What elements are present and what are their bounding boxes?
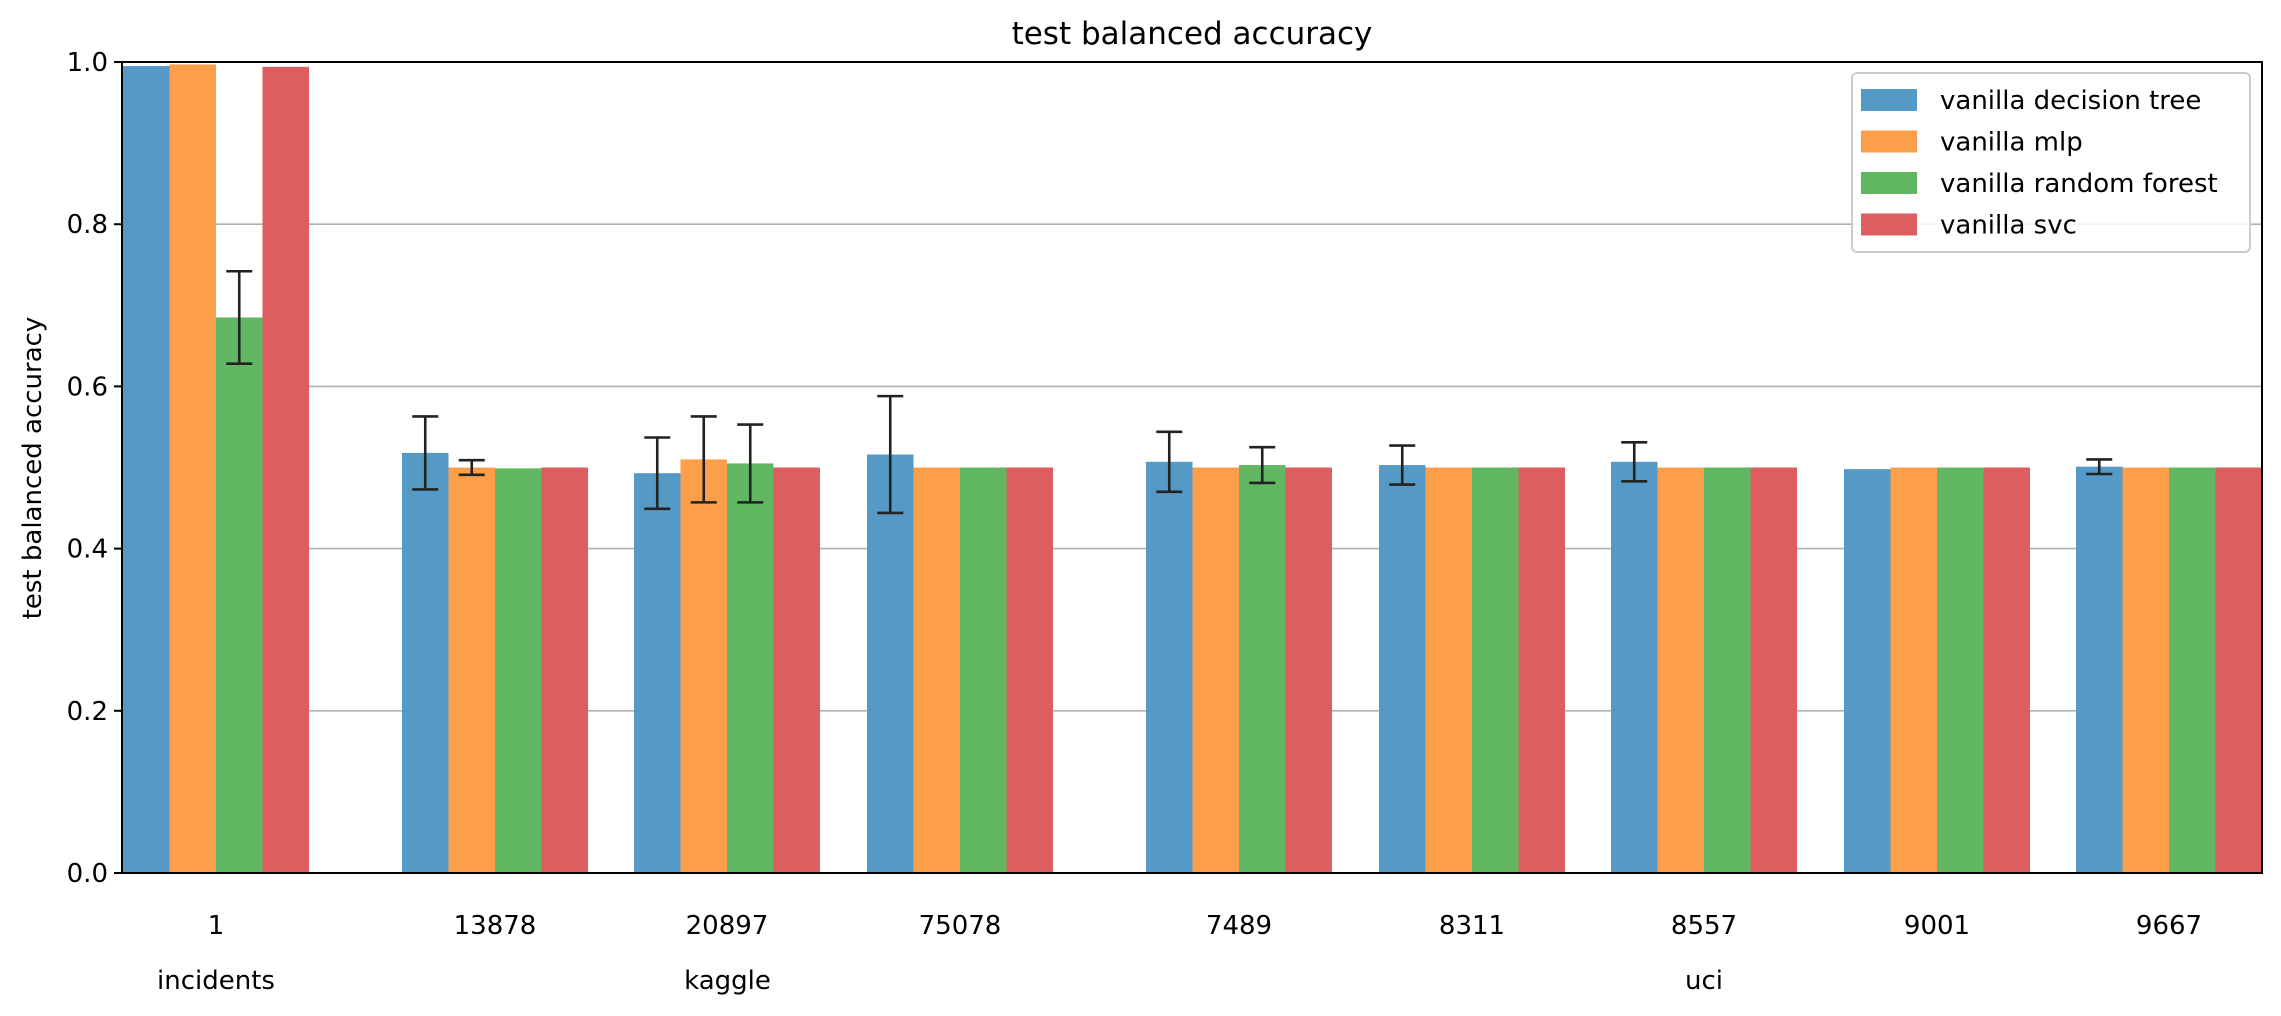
bar bbox=[1425, 467, 1472, 873]
legend-label: vanilla decision tree bbox=[1940, 86, 2201, 116]
bar bbox=[2215, 467, 2262, 873]
y-axis-label: test balanced accuracy bbox=[18, 317, 48, 620]
bar bbox=[2169, 467, 2216, 873]
bar bbox=[1890, 467, 1937, 873]
bar bbox=[1983, 467, 2030, 873]
bar bbox=[262, 66, 309, 874]
bar bbox=[1379, 465, 1426, 873]
bar bbox=[1750, 467, 1797, 873]
legend: vanilla decision tree vanilla mlp vanilla … bbox=[1851, 72, 2251, 253]
bar bbox=[727, 463, 774, 873]
x-tick-label: 9001 bbox=[1904, 911, 1970, 941]
bar bbox=[1472, 467, 1519, 873]
bar bbox=[169, 64, 216, 874]
bar bbox=[1285, 467, 1332, 873]
legend-swatch bbox=[1861, 130, 1917, 153]
y-tick-label: 0.2 bbox=[67, 697, 108, 727]
x-group-label: incidents bbox=[157, 966, 275, 996]
bar bbox=[1518, 467, 1565, 873]
x-tick-label: 75078 bbox=[919, 911, 1002, 941]
x-tick-label: 1 bbox=[208, 911, 225, 941]
x-tick-label: 8311 bbox=[1439, 911, 1505, 941]
plot-frame bbox=[121, 61, 2263, 874]
bar bbox=[1006, 467, 1053, 873]
error-bars bbox=[226, 269, 2113, 515]
bar bbox=[634, 473, 681, 873]
y-ticks: 0.0 0.2 0.4 0.6 0.8 1.0 bbox=[67, 48, 122, 889]
y-tick-label: 0.6 bbox=[67, 372, 108, 402]
y-tick-label: 0.4 bbox=[67, 535, 108, 565]
x-tick-label: 20897 bbox=[686, 911, 769, 941]
x-tick-label: 8557 bbox=[1671, 911, 1737, 941]
y-tick-label: 0.8 bbox=[67, 210, 108, 240]
x-tick-label: 7489 bbox=[1206, 911, 1272, 941]
bar bbox=[1146, 461, 1193, 873]
bar bbox=[1611, 461, 1658, 873]
legend-label: vanilla mlp bbox=[1940, 128, 2083, 158]
x-group-labels: incidents kaggle uci bbox=[157, 966, 1723, 996]
bar bbox=[1192, 467, 1239, 873]
bar bbox=[495, 468, 542, 873]
bar bbox=[541, 467, 588, 873]
x-group-label: kaggle bbox=[684, 966, 771, 996]
bar bbox=[216, 317, 263, 874]
bar bbox=[913, 467, 960, 873]
legend-label: vanilla random forest bbox=[1940, 169, 2218, 199]
legend-swatch bbox=[1861, 172, 1917, 194]
bar bbox=[680, 459, 727, 873]
bar bbox=[1657, 467, 1704, 873]
legend-swatch bbox=[1861, 213, 1917, 236]
bar bbox=[402, 452, 449, 873]
bar bbox=[1844, 469, 1891, 873]
x-tick-label: 13878 bbox=[454, 911, 537, 941]
bar bbox=[2122, 467, 2169, 873]
bar bbox=[960, 467, 1007, 873]
bar bbox=[773, 467, 820, 873]
legend-box bbox=[1851, 72, 2251, 253]
bar bbox=[1239, 465, 1286, 873]
bar bbox=[867, 454, 914, 873]
legend-label: vanilla svc bbox=[1940, 211, 2077, 241]
bar bbox=[123, 66, 170, 874]
y-tick-label: 0.0 bbox=[67, 859, 108, 889]
bar bbox=[1704, 467, 1751, 873]
bars bbox=[123, 64, 2262, 874]
chart-title: test balanced accuracy bbox=[1012, 16, 1373, 52]
bar bbox=[1937, 467, 1984, 873]
bar bbox=[448, 467, 495, 873]
x-ticks: 1 13878 20897 75078 7489 8311 8557 9001 9667 bbox=[208, 911, 2202, 941]
x-tick-label: 9667 bbox=[2136, 911, 2202, 941]
bar bbox=[2076, 466, 2123, 873]
x-group-label: uci bbox=[1685, 966, 1723, 996]
legend-swatch bbox=[1861, 89, 1917, 111]
y-tick-label: 1.0 bbox=[67, 48, 108, 78]
